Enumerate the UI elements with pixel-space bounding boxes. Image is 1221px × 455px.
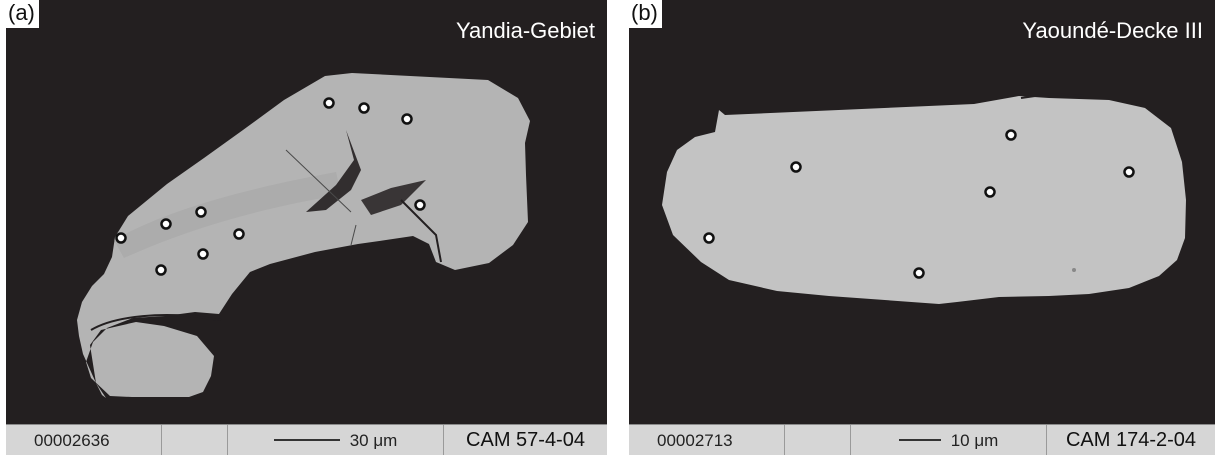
analysis-spot bbox=[115, 232, 127, 244]
analysis-spot bbox=[703, 232, 715, 244]
image-id: 00002713 bbox=[629, 425, 785, 455]
databar-blank-cell bbox=[162, 425, 228, 455]
scale-bar: 10 μm bbox=[851, 425, 1047, 455]
sample-id: CAM 57-4-04 bbox=[466, 429, 585, 451]
analysis-spot bbox=[195, 206, 207, 218]
scale-bar-label: 10 μm bbox=[950, 430, 999, 450]
panel-title: Yaoundé-Decke III bbox=[1022, 18, 1203, 43]
analysis-spot bbox=[155, 264, 167, 276]
analysis-spot bbox=[414, 199, 426, 211]
grain-shape-b bbox=[662, 96, 1186, 304]
micrograph-panel-b: (b) Yaoundé-Decke III 00002713 10 μm CAM… bbox=[629, 0, 1215, 455]
sem-databar: 00002636 30 μm CAM 57-4-04 bbox=[6, 424, 607, 455]
scale-bar-line bbox=[273, 439, 340, 441]
analysis-spot bbox=[358, 102, 370, 114]
panel-label: (a) bbox=[6, 0, 39, 28]
analysis-spot bbox=[790, 161, 802, 173]
sem-databar: 00002713 10 μm CAM 174-2-04 bbox=[629, 424, 1215, 455]
panel-label: (b) bbox=[629, 0, 662, 28]
analysis-spot bbox=[913, 267, 925, 279]
analysis-spot bbox=[197, 248, 209, 260]
analysis-spot bbox=[160, 218, 172, 230]
image-id: 00002636 bbox=[6, 425, 162, 455]
analysis-spot bbox=[233, 228, 245, 240]
grain-image-b bbox=[662, 92, 1186, 304]
analysis-spot bbox=[401, 113, 413, 125]
scale-bar-line bbox=[898, 439, 941, 441]
analysis-spot bbox=[984, 186, 996, 198]
scale-bar-label: 30 μm bbox=[349, 430, 398, 450]
micrograph-panel-a: (a) Yandia-Gebiet 00002636 30 μm CAM 57-… bbox=[6, 0, 607, 455]
panel-title: Yandia-Gebiet bbox=[455, 18, 595, 43]
scale-bar: 30 μm bbox=[228, 425, 444, 455]
databar-blank-cell bbox=[785, 425, 851, 455]
analysis-spot bbox=[323, 97, 335, 109]
analysis-spot bbox=[1005, 129, 1017, 141]
grain-shape-a bbox=[77, 73, 530, 398]
sample-id: CAM 174-2-04 bbox=[1065, 429, 1197, 451]
analysis-spot bbox=[1123, 166, 1135, 178]
grain-image-a bbox=[77, 73, 530, 398]
